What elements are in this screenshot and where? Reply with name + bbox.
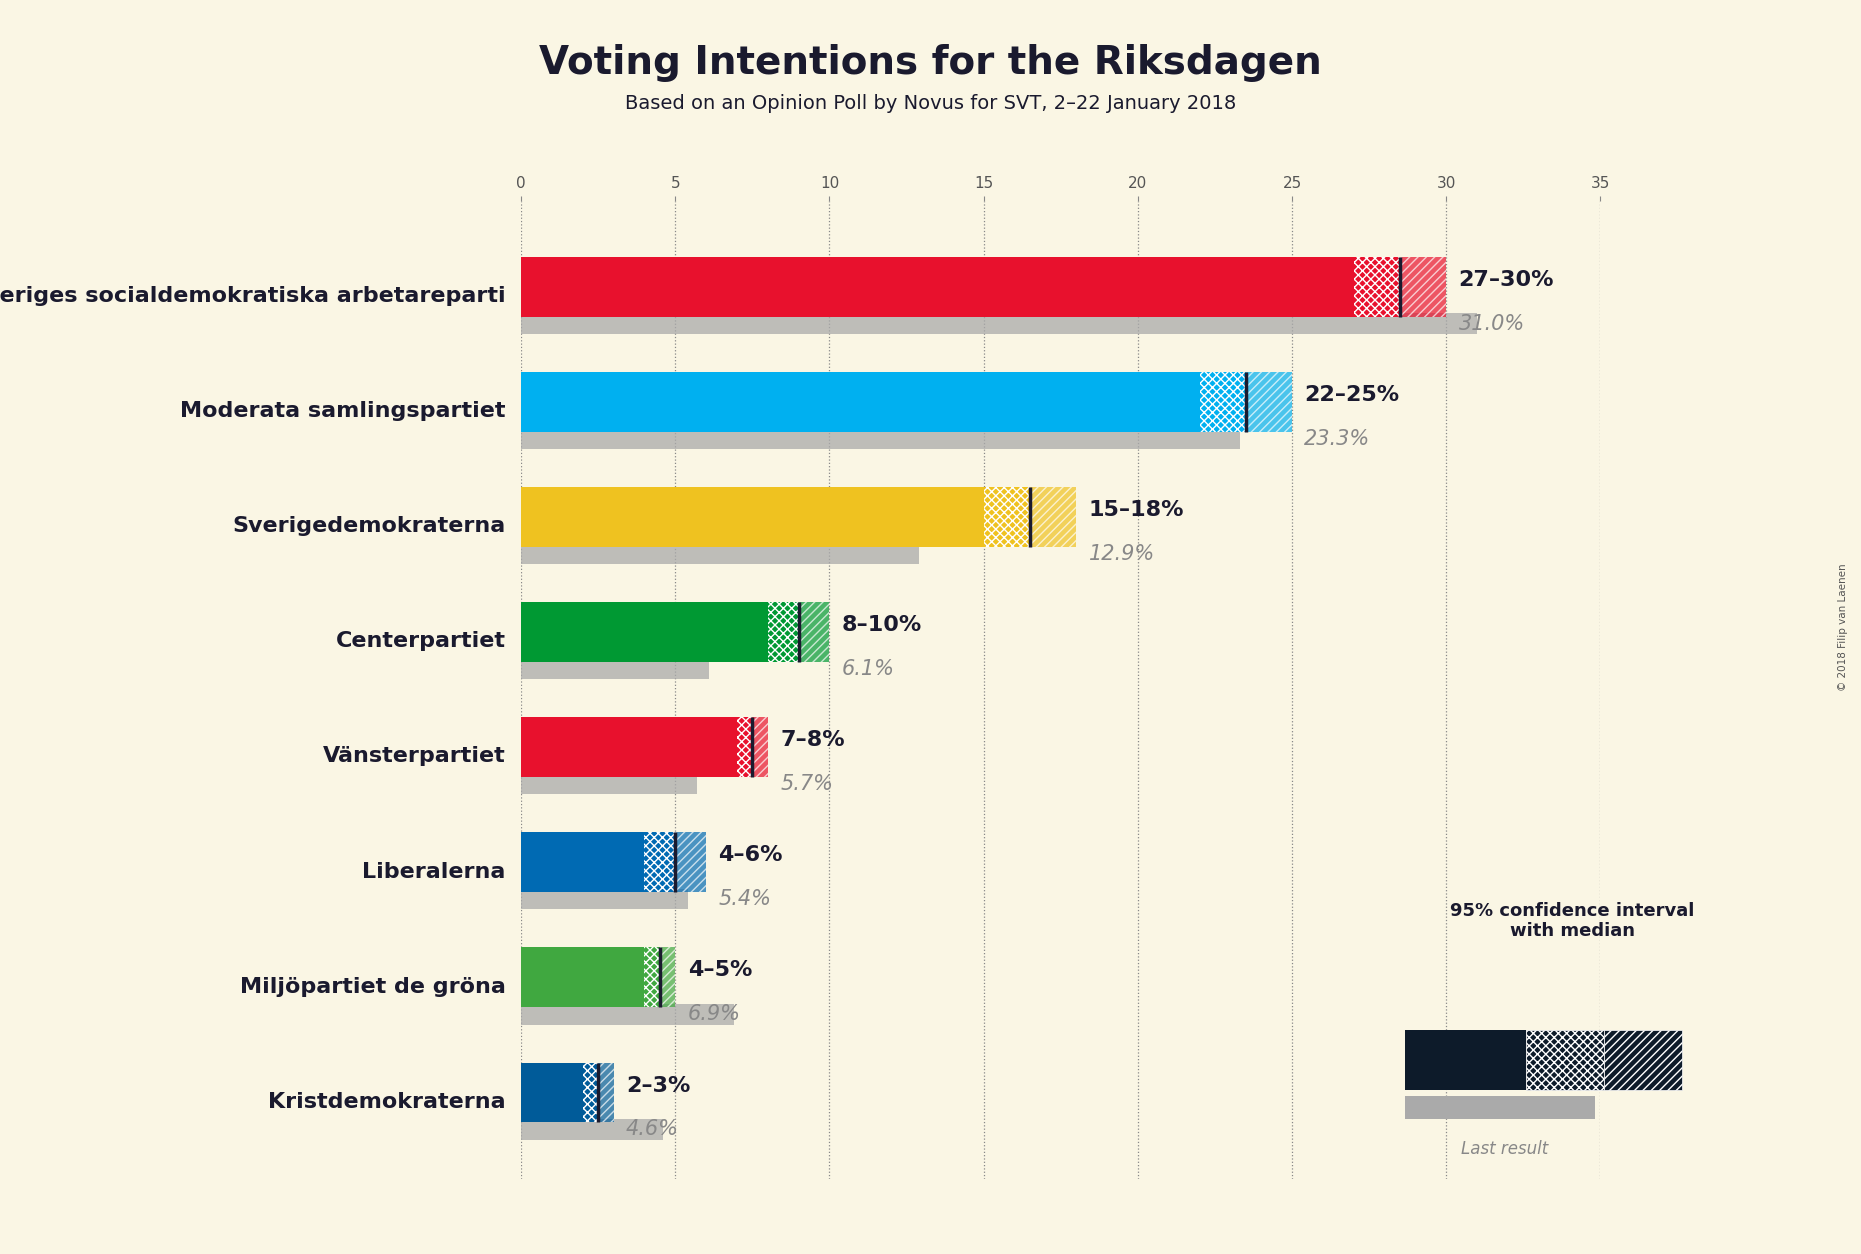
Bar <box>521 889 687 909</box>
Bar <box>1353 257 1399 317</box>
Text: Last result: Last result <box>1461 1140 1548 1157</box>
Text: 6.9%: 6.9% <box>687 1004 741 1025</box>
Text: © 2018 Filip van Laenen: © 2018 Filip van Laenen <box>1839 563 1848 691</box>
Bar <box>521 543 919 564</box>
Bar <box>521 833 644 893</box>
Bar <box>521 429 1239 449</box>
Text: Moderata samlingspartiet: Moderata samlingspartiet <box>181 401 506 421</box>
Bar <box>521 1062 582 1122</box>
Text: Voting Intentions for the Riksdagen: Voting Intentions for the Riksdagen <box>540 44 1321 82</box>
Text: 15–18%: 15–18% <box>1089 500 1184 520</box>
Bar <box>521 948 644 1007</box>
Text: 5.4%: 5.4% <box>718 889 772 909</box>
Bar <box>597 1062 614 1122</box>
Bar <box>644 833 676 893</box>
Bar <box>521 774 696 795</box>
Text: 4–6%: 4–6% <box>718 845 783 865</box>
Text: Liberalerna: Liberalerna <box>363 861 506 882</box>
Bar <box>521 372 1200 431</box>
Bar <box>521 314 1478 334</box>
Text: 31.0%: 31.0% <box>1459 314 1524 334</box>
Text: 27–30%: 27–30% <box>1459 270 1554 290</box>
Text: Sverigedemokraterna: Sverigedemokraterna <box>233 517 506 537</box>
Bar <box>521 658 709 680</box>
Text: 6.1%: 6.1% <box>841 660 895 678</box>
Text: 23.3%: 23.3% <box>1305 429 1372 449</box>
Bar <box>1245 372 1292 431</box>
Bar <box>676 833 705 893</box>
Bar <box>582 1062 597 1122</box>
Bar <box>661 948 676 1007</box>
Bar <box>521 257 1353 317</box>
Text: 95% confidence interval
with median: 95% confidence interval with median <box>1450 902 1695 940</box>
Text: 5.7%: 5.7% <box>780 774 834 794</box>
Text: Kristdemokraterna: Kristdemokraterna <box>268 1092 506 1111</box>
Text: 7–8%: 7–8% <box>780 730 845 750</box>
Bar <box>752 717 769 777</box>
Text: Centerpartiet: Centerpartiet <box>335 631 506 651</box>
Bar <box>1200 372 1245 431</box>
Text: Miljöpartiet de gröna: Miljöpartiet de gröna <box>240 977 506 997</box>
Bar <box>769 602 798 662</box>
Bar <box>1399 257 1446 317</box>
Bar <box>521 1119 663 1140</box>
Bar <box>798 602 830 662</box>
Text: 22–25%: 22–25% <box>1305 385 1399 405</box>
Bar <box>644 948 661 1007</box>
Bar <box>521 1004 733 1025</box>
Text: 4–5%: 4–5% <box>687 961 752 981</box>
Text: 12.9%: 12.9% <box>1089 544 1156 564</box>
Text: 2–3%: 2–3% <box>625 1076 690 1096</box>
Text: 8–10%: 8–10% <box>841 616 921 636</box>
Bar <box>521 717 737 777</box>
Bar <box>984 487 1029 547</box>
Text: Vänsterpartiet: Vänsterpartiet <box>324 746 506 766</box>
Text: 4.6%: 4.6% <box>625 1120 679 1140</box>
Bar <box>521 602 769 662</box>
Bar <box>1029 487 1076 547</box>
Bar <box>521 487 984 547</box>
Text: Sveriges socialdemokratiska arbetareparti: Sveriges socialdemokratiska arbetarepart… <box>0 286 506 306</box>
Text: Based on an Opinion Poll by Novus for SVT, 2–22 January 2018: Based on an Opinion Poll by Novus for SV… <box>625 94 1236 113</box>
Bar <box>737 717 752 777</box>
